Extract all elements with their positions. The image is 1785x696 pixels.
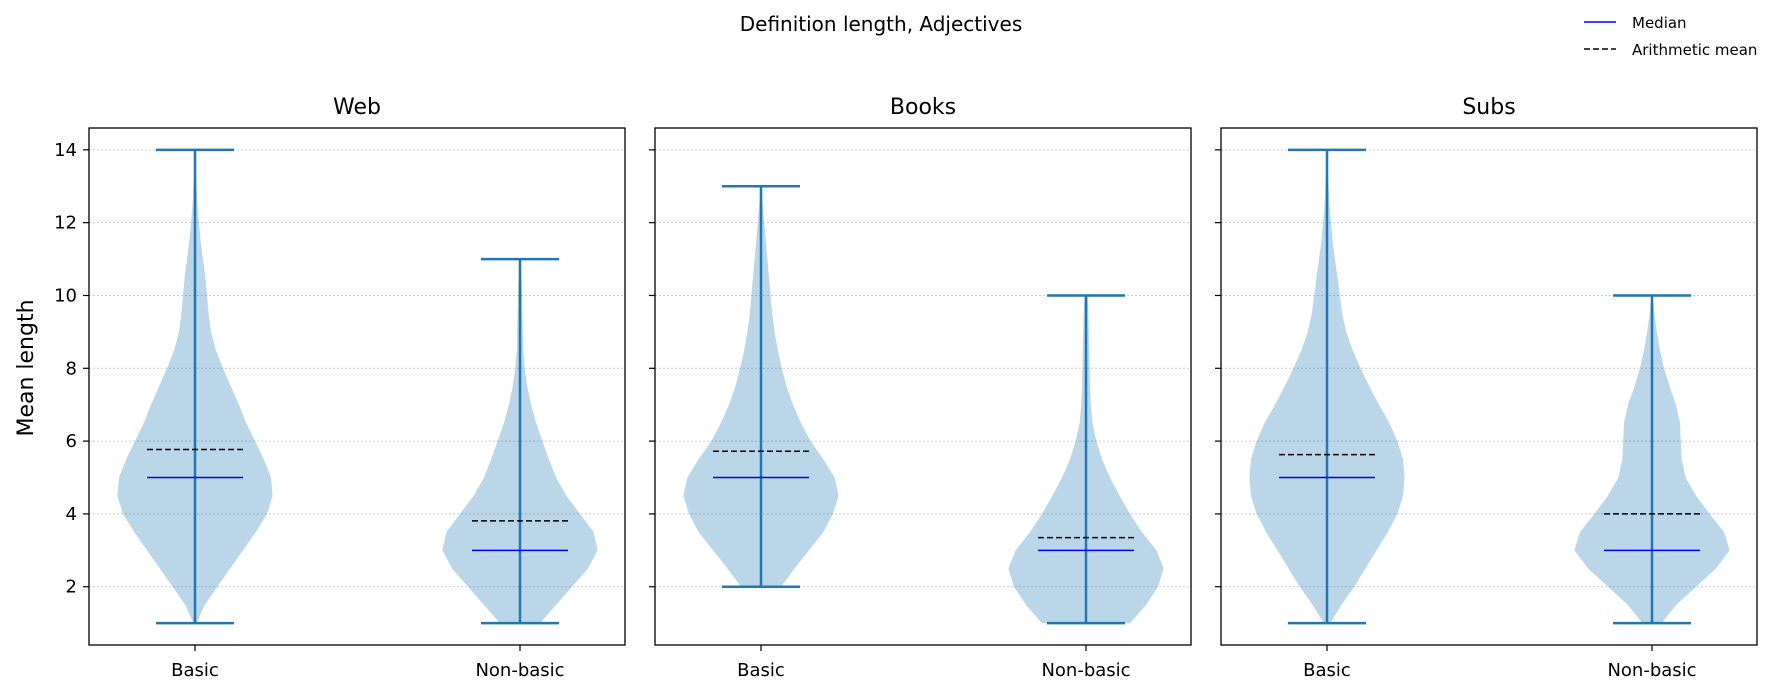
- legend-median-label: Median: [1632, 14, 1687, 32]
- y-tick-label: 12: [54, 213, 77, 234]
- x-tick-label: Non-basic: [1041, 660, 1130, 681]
- x-tick-label: Basic: [1303, 660, 1351, 681]
- axes-frame: [1220, 127, 1758, 646]
- y-tick-label: 2: [66, 577, 77, 598]
- x-tick-label: Non-basic: [475, 660, 564, 681]
- panel-title: Books: [890, 95, 956, 120]
- legend-mean-label: Arithmetic mean: [1632, 41, 1757, 59]
- axes-frame: [88, 127, 626, 646]
- axes-frame: [654, 127, 1192, 646]
- x-tick-label: Non-basic: [1607, 660, 1696, 681]
- panel-web: Web 2 4 6 8 10 12 14 Basic Non-basic: [54, 95, 626, 681]
- y-tick-label: 4: [66, 504, 77, 525]
- x-tick-label: Basic: [737, 660, 785, 681]
- panel-subs: Subs Basic Non-basic: [1215, 95, 1758, 681]
- y-axis-label: Mean length: [14, 299, 39, 436]
- panel-books: Books Basic Non-basic: [649, 95, 1192, 681]
- y-tick-label: 8: [66, 358, 77, 379]
- x-tick-label: Basic: [171, 660, 219, 681]
- y-tick-label: 10: [54, 285, 77, 306]
- panel-title: Subs: [1462, 95, 1515, 120]
- figure-title: Definition length, Adjectives: [740, 12, 1023, 36]
- panel-title: Web: [333, 95, 381, 120]
- legend: Median Arithmetic mean: [1584, 14, 1757, 59]
- y-tick-label: 6: [66, 431, 77, 452]
- y-tick-label: 14: [54, 140, 77, 161]
